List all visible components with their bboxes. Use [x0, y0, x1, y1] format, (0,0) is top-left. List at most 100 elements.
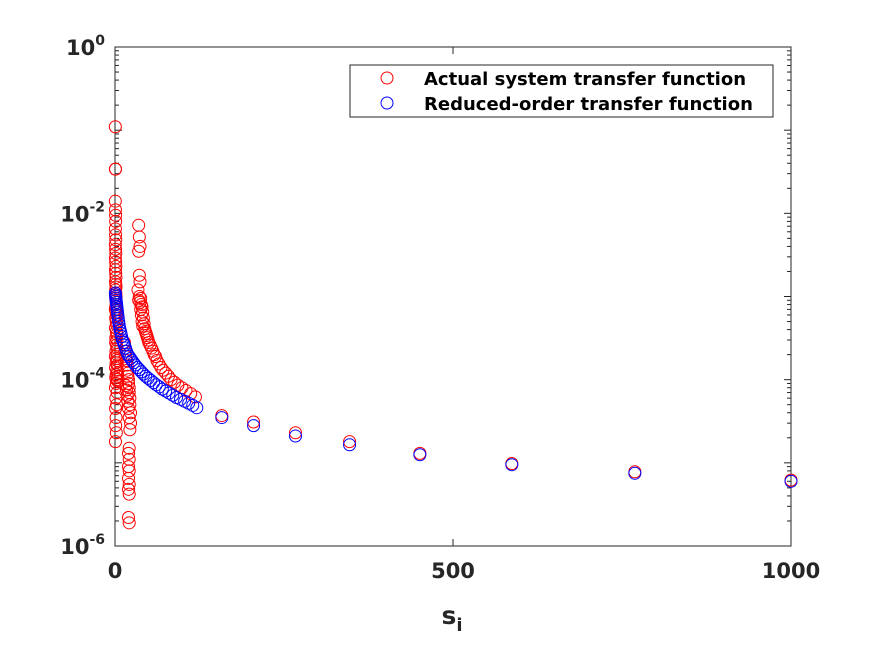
- data-point-reduced: [247, 419, 261, 433]
- series-reduced: [108, 286, 798, 488]
- legend-marker-actual: [380, 71, 394, 85]
- data-point-actual: [122, 516, 136, 530]
- data-point-actual: [108, 238, 122, 252]
- data-point-actual: [132, 268, 146, 282]
- data-point-actual: [134, 291, 148, 305]
- data-point-actual: [132, 230, 146, 244]
- data-point-actual: [152, 357, 166, 371]
- x-tick-label: 500: [431, 559, 475, 583]
- data-point-actual: [122, 487, 136, 501]
- data-point-actual: [109, 331, 123, 345]
- y-tick-label: 10-6: [60, 532, 105, 559]
- y-tick-base: 10: [60, 535, 89, 559]
- data-point-actual: [123, 423, 137, 437]
- data-point-reduced: [166, 388, 180, 402]
- data-point-actual: [150, 354, 164, 367]
- data-point-actual: [122, 511, 136, 525]
- data-point-actual: [109, 228, 123, 242]
- y-tick-base: 10: [66, 36, 95, 60]
- data-point-actual: [120, 358, 134, 372]
- x-axis-label-subscript: i: [456, 615, 462, 636]
- data-point-actual: [108, 435, 122, 449]
- data-point-actual: [119, 383, 133, 397]
- y-tick-label: 10-4: [60, 366, 105, 393]
- data-point-actual: [109, 208, 123, 222]
- series-actual: [108, 120, 798, 530]
- data-point-actual: [122, 373, 136, 387]
- y-tick-base: 10: [60, 202, 89, 226]
- data-point-actual: [132, 290, 146, 303]
- data-point-reduced: [413, 448, 427, 462]
- data-point-reduced: [784, 474, 798, 488]
- legend-label-reduced: Reduced-order transfer function: [424, 94, 753, 115]
- y-tick-exponent: -6: [89, 532, 105, 548]
- data-point-actual: [109, 419, 123, 433]
- x-axis-label: si: [441, 601, 462, 636]
- x-tick-label: 0: [108, 559, 123, 583]
- data-point-reduced: [505, 458, 519, 472]
- data-point-reduced: [155, 382, 169, 396]
- data-point-actual: [109, 402, 123, 416]
- data-point-actual: [135, 300, 149, 314]
- data-point-actual: [131, 283, 145, 297]
- legend-marker-reduced: [380, 96, 394, 110]
- data-point-actual: [110, 333, 124, 347]
- data-point-actual: [109, 214, 123, 228]
- data-point-reduced: [111, 311, 125, 325]
- data-point-actual: [132, 293, 146, 307]
- y-tick-label: 100: [66, 33, 105, 60]
- data-point-actual: [109, 162, 123, 176]
- data-series: [108, 120, 798, 530]
- data-point-actual: [288, 426, 302, 440]
- data-point-actual: [122, 477, 136, 491]
- data-point-reduced: [136, 367, 150, 381]
- data-point-actual: [123, 391, 137, 405]
- data-point-actual: [111, 375, 125, 389]
- data-point-actual: [108, 120, 122, 134]
- data-point-reduced: [139, 369, 153, 383]
- data-point-actual: [120, 388, 134, 402]
- data-point-actual: [135, 315, 149, 329]
- data-point-reduced: [343, 438, 357, 452]
- y-tick-exponent: 0: [95, 33, 105, 49]
- data-point-actual: [122, 441, 136, 455]
- data-point-actual: [109, 270, 123, 284]
- data-point-actual: [122, 446, 136, 460]
- x-axis-label-base: s: [441, 601, 456, 630]
- legend-label-actual: Actual system transfer function: [424, 69, 746, 90]
- y-tick-exponent: -2: [89, 199, 105, 215]
- data-point-actual: [109, 246, 123, 260]
- data-point-actual: [108, 222, 122, 236]
- data-point-reduced: [190, 401, 204, 415]
- data-point-actual: [122, 464, 136, 478]
- data-point-actual: [143, 338, 157, 352]
- x-tick-label: 1000: [762, 559, 820, 583]
- data-point-reduced: [125, 354, 139, 367]
- data-point-reduced: [124, 351, 138, 365]
- data-point-actual: [109, 255, 123, 269]
- data-point-actual: [119, 379, 133, 393]
- x-tick-labels: 0 500 1000: [108, 559, 821, 583]
- legend-box: [349, 64, 774, 118]
- data-point-actual: [122, 381, 136, 395]
- data-point-actual: [247, 415, 261, 429]
- data-point-actual: [109, 411, 123, 425]
- data-point-actual: [109, 266, 123, 280]
- data-point-reduced: [159, 384, 173, 398]
- data-point-actual: [109, 242, 123, 256]
- y-tick-exponent: -4: [89, 366, 105, 382]
- data-point-reduced: [288, 429, 302, 443]
- data-point-actual: [159, 366, 173, 380]
- data-point-actual: [343, 435, 357, 449]
- y-tick-base: 10: [60, 369, 89, 393]
- data-point-reduced: [215, 411, 229, 425]
- data-point-reduced: [152, 380, 166, 394]
- data-point-actual: [124, 416, 138, 430]
- data-point-actual: [134, 308, 148, 322]
- data-point-actual: [122, 471, 136, 485]
- data-point-reduced: [628, 466, 642, 480]
- data-point-actual: [108, 194, 122, 208]
- data-point-actual: [164, 373, 178, 387]
